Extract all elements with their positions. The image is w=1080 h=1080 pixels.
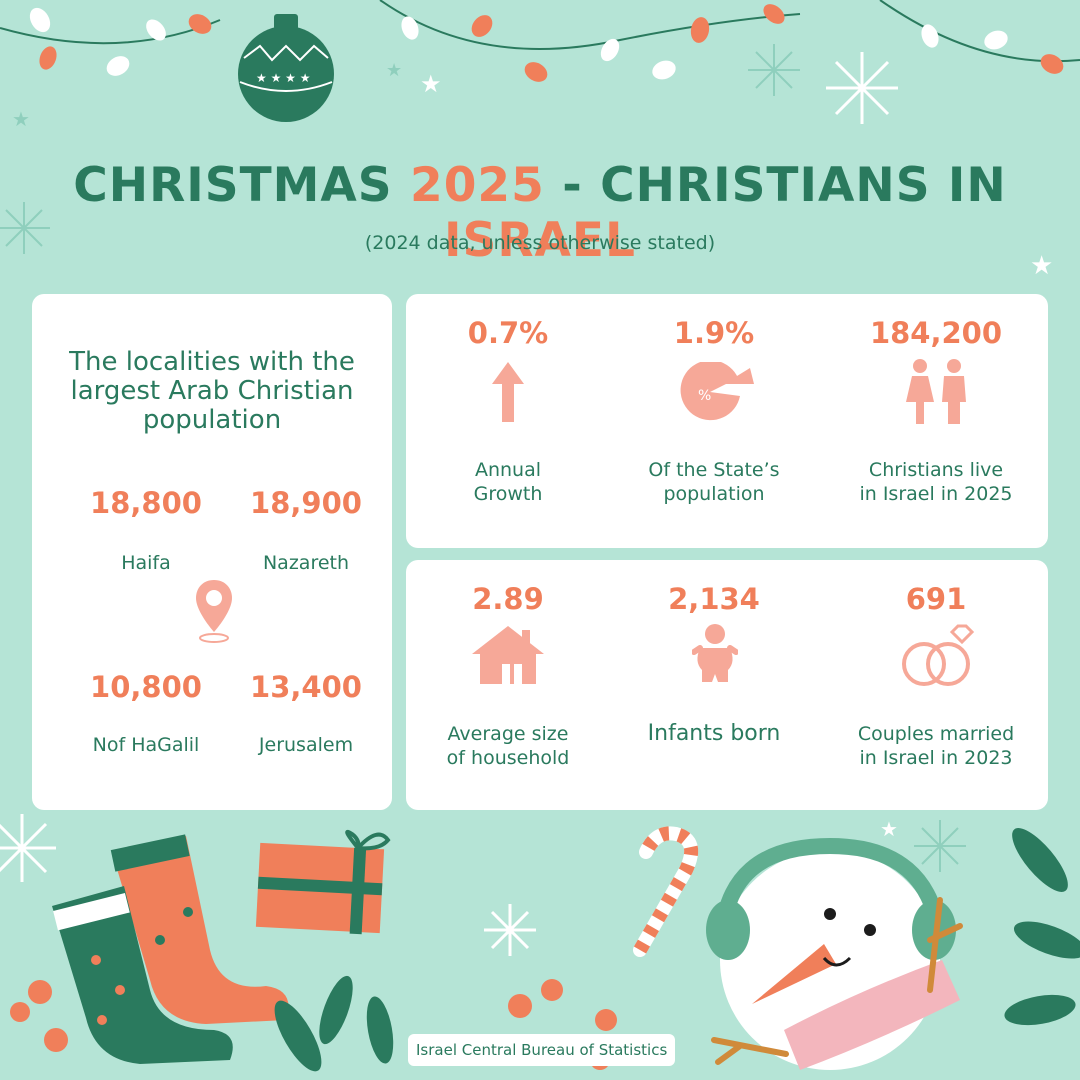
stat-value-infants-born: 2,134 — [668, 582, 760, 616]
snowman — [706, 837, 963, 1070]
locality-name-nof-hagalil: Nof HaGalil — [92, 734, 200, 756]
locality-value-nazareth: 18,900 — [250, 486, 362, 520]
stat-label-infants-born: Infants born — [647, 721, 781, 746]
svg-text:★: ★ — [1030, 251, 1053, 281]
svg-text:★: ★ — [12, 107, 30, 131]
locality-value-jerusalem: 13,400 — [250, 670, 362, 704]
svg-text:%: % — [698, 388, 711, 404]
svg-text:★: ★ — [420, 70, 442, 98]
population-stats-card: 0.7% Annual Growth 1.9% % Of the State’s p… — [406, 294, 1048, 548]
house-icon — [472, 626, 544, 684]
map-pin-icon — [196, 580, 232, 643]
stat-label-household-size: Average size of household — [446, 723, 570, 769]
locality-name-nazareth: Nazareth — [262, 552, 350, 574]
title-year: 2025 — [410, 158, 545, 213]
candy-cane — [633, 826, 699, 957]
socks — [52, 834, 289, 1064]
rings-icon — [902, 624, 975, 686]
gift-box — [255, 829, 391, 935]
svg-text:★: ★ — [880, 817, 898, 841]
snowflakes — [0, 52, 898, 956]
stat-label-couples-married: Couples married in Israel in 2023 — [857, 723, 1015, 769]
localities-card: The localities with the largest Arab Chr… — [32, 294, 392, 810]
stat-value-christians-count: 184,200 — [869, 316, 1003, 350]
locality-name-jerusalem: Jerusalem — [258, 734, 354, 756]
locality-value-haifa: 18,800 — [90, 486, 202, 520]
leaves — [274, 828, 1080, 1072]
stat-value-household-size: 2.89 — [472, 582, 544, 616]
stat-value-annual-growth: 0.7% — [467, 316, 549, 350]
svg-text:★ ★ ★ ★: ★ ★ ★ ★ — [256, 71, 310, 85]
locality-value-nof-hagalil: 10,800 — [90, 670, 202, 704]
localities-heading: The localities with the largest Arab Chr… — [69, 347, 355, 435]
stat-label-state-population: Of the State’s population — [648, 459, 780, 505]
ornament: ★ ★ ★ ★ — [238, 14, 334, 122]
stat-value-couples-married: 691 — [905, 582, 967, 616]
household-stats-card: 2.89 Average size of household 2,134 Infa… — [406, 560, 1048, 810]
arrow-up-icon — [492, 362, 524, 422]
page-subtitle: (2024 data, unless otherwise stated) — [364, 232, 716, 254]
stat-value-state-population: 1.9% — [673, 316, 755, 350]
locality-name-haifa: Haifa — [121, 552, 171, 574]
people-icon — [906, 359, 966, 424]
stat-label-christians-count: Christians live in Israel in 2025 — [859, 459, 1013, 505]
svg-text:★: ★ — [386, 60, 402, 81]
source-credit: Israel Central Bureau of Statistics — [408, 1034, 676, 1066]
title-country: ISRAEL — [444, 213, 636, 268]
pie-percent-icon: % — [680, 362, 754, 421]
string-lights — [29, 4, 1064, 82]
stat-label-annual-growth: Annual Growth — [473, 459, 543, 505]
page-title: CHRISTMAS 2025 - CHRISTIANS IN ISRAEL — [73, 158, 1007, 268]
baby-icon — [692, 624, 738, 682]
